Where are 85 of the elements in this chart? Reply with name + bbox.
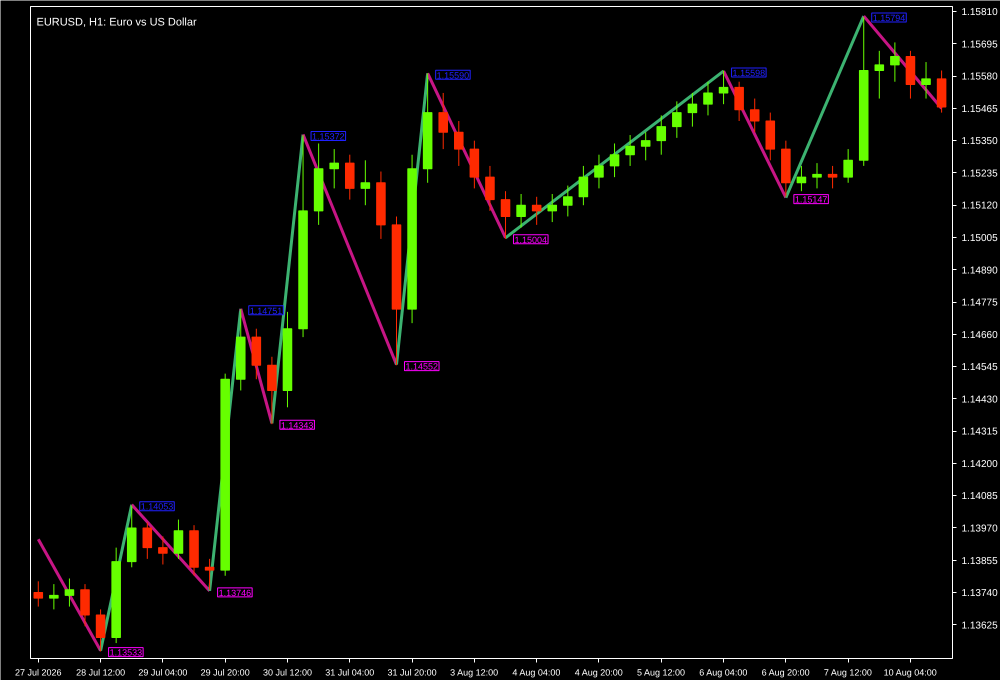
candlestick	[547, 193, 558, 223]
candlestick	[329, 148, 339, 189]
y-tick-label: 1.13625	[962, 620, 998, 632]
candlestick	[174, 519, 184, 560]
candlestick	[640, 132, 650, 161]
annotation: 1.15004	[514, 234, 548, 245]
x-tick-label: 4 Aug 20:00	[574, 668, 623, 678]
candlestick	[874, 50, 884, 100]
candlestick	[64, 578, 74, 608]
x-tick-label: 10 Aug 04:00	[884, 668, 937, 678]
y-tick-label: 1.15465	[962, 104, 998, 115]
candlestick	[485, 165, 495, 212]
y-tick-label: 1.14775	[962, 298, 998, 309]
candlestick	[672, 100, 682, 138]
annotation: 1.15147	[794, 194, 828, 205]
candlestick	[750, 98, 760, 133]
candlestick	[500, 190, 510, 240]
x-tick-label: 5 Aug 12:00	[636, 668, 686, 678]
y-tick-label: 1.15350	[962, 136, 998, 148]
candlestick	[96, 608, 106, 652]
x-tick-label: 29 Jul 20:00	[200, 668, 250, 678]
annotation: 1.15598	[732, 68, 766, 78]
x-tick-label: 6 Aug 20:00	[762, 668, 810, 678]
annotation: 1.14751	[250, 306, 282, 316]
annotation: 1.13533	[110, 648, 142, 658]
candlestick	[812, 162, 822, 189]
x-tick-label: 7 Aug 12:00	[824, 668, 872, 678]
candlestick	[828, 165, 838, 189]
candlestick	[360, 160, 370, 206]
candlestick	[142, 522, 152, 560]
candlestick	[796, 165, 806, 192]
y-tick-label: 1.14085	[962, 491, 998, 502]
x-tick-label: 6 Aug 04:00	[699, 668, 748, 678]
candlestick	[34, 580, 44, 608]
y-tick-label: 1.15810	[962, 7, 998, 18]
x-tick-label: 31 Jul 04:00	[325, 668, 374, 678]
candlestick	[516, 193, 526, 228]
candlestick	[532, 196, 542, 226]
y-tick-label: 1.14660	[962, 330, 998, 341]
candlestick	[703, 81, 713, 116]
text: EURUSD, H1: Euro vs US Dollar	[36, 16, 197, 28]
x-tick-label: 28 Jul 12:00	[76, 668, 126, 678]
y-tick-label: 1.13855	[962, 556, 998, 567]
candlestick	[610, 142, 620, 178]
x-tick-label: 29 Jul 04:00	[138, 668, 188, 678]
y-tick-label: 1.14200	[962, 458, 998, 470]
annotation: 1.15590	[436, 70, 470, 80]
x-tick-label: 31 Jul 20:00	[388, 668, 437, 678]
x-tick-label: 30 Jul 12:00	[262, 668, 312, 678]
annotation: 1.14343	[280, 420, 314, 430]
y-tick-label: 1.13740	[962, 588, 998, 600]
y-tick-label: 1.15005	[962, 232, 998, 244]
y-tick-label: 1.14545	[962, 362, 998, 374]
candlestick	[49, 584, 59, 610]
y-tick-label: 1.15235	[962, 168, 998, 180]
y-tick-label: 1.14430	[962, 394, 998, 406]
candlestick	[625, 134, 635, 166]
candlestick	[594, 154, 604, 189]
annotation: 1.14552	[405, 362, 438, 372]
y-tick-label: 1.14315	[962, 426, 998, 438]
y-tick-label: 1.14890	[962, 265, 998, 276]
y-tick-label: 1.15580	[962, 72, 998, 83]
candlestick	[734, 81, 744, 122]
candlestick	[563, 185, 573, 217]
candlestick	[843, 148, 853, 184]
annotation: 1.14053	[140, 502, 174, 512]
x-tick-label: 4 Aug 04:00	[512, 668, 560, 678]
y-tick-label: 1.15120	[962, 200, 998, 212]
candlestick	[921, 62, 931, 100]
candlestick	[438, 92, 448, 150]
annotation: 1.15794	[872, 13, 906, 24]
candlestick	[578, 165, 588, 206]
candlestick	[718, 70, 728, 105]
candlestick	[158, 536, 168, 565]
y-tick-label: 1.15695	[962, 39, 998, 50]
x-tick-label: 27 Jul 2026	[15, 668, 62, 678]
x-tick-label: 3 Aug 12:00	[450, 668, 498, 678]
candlestick	[454, 120, 464, 166]
candlestick	[656, 114, 666, 156]
candlestick	[890, 42, 900, 82]
annotation: 1.13746	[218, 588, 252, 598]
candlestick	[204, 558, 214, 590]
candlestick	[688, 92, 698, 128]
y-tick-label: 1.13970	[962, 523, 998, 534]
annotation: 1.15372	[312, 131, 345, 142]
